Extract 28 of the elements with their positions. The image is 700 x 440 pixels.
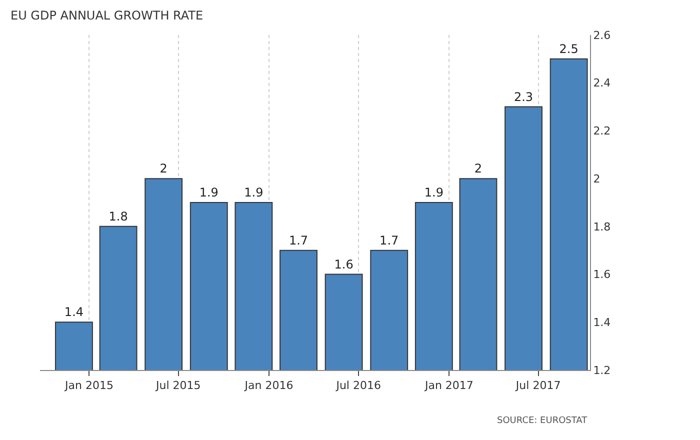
y-tick-label: 2 [593,172,600,186]
y-tick-label: 2.6 [593,28,611,42]
data-label: 1.7 [288,233,308,248]
y-tick-label: 1.8 [593,220,611,234]
data-label: 1.9 [244,186,264,200]
x-tick-label: Jan 2016 [244,379,294,392]
data-label: 1.9 [199,186,218,200]
y-tick-label: 2.2 [593,124,611,138]
x-tick-label: Jul 2017 [514,379,561,392]
data-label: 1.7 [380,233,399,248]
source-note: SOURCE: EUROSTAT [497,416,588,426]
x-tick-label: Jul 2016 [335,379,381,392]
data-label: 1.6 [334,257,354,272]
y-tick-label: 1.4 [593,316,611,329]
data-label: 1.4 [64,305,84,320]
data-label: 2.5 [559,42,578,56]
data-label: 2 [160,162,168,176]
x-tick-label: Jul 2015 [154,379,201,392]
data-label: 2 [474,162,482,176]
y-tick-label: 1.6 [593,268,611,282]
chart-title: EU GDP ANNUAL GROWTH RATE [10,8,204,22]
y-tick-label: 1.2 [593,364,611,377]
data-label: 2.3 [514,90,534,104]
data-label: 1.8 [108,209,128,224]
x-tick-label: Jan 2017 [424,379,474,392]
data-label: 1.9 [424,186,444,200]
x-tick-label: Jan 2015 [64,379,114,392]
y-tick-label: 2.4 [593,76,611,90]
